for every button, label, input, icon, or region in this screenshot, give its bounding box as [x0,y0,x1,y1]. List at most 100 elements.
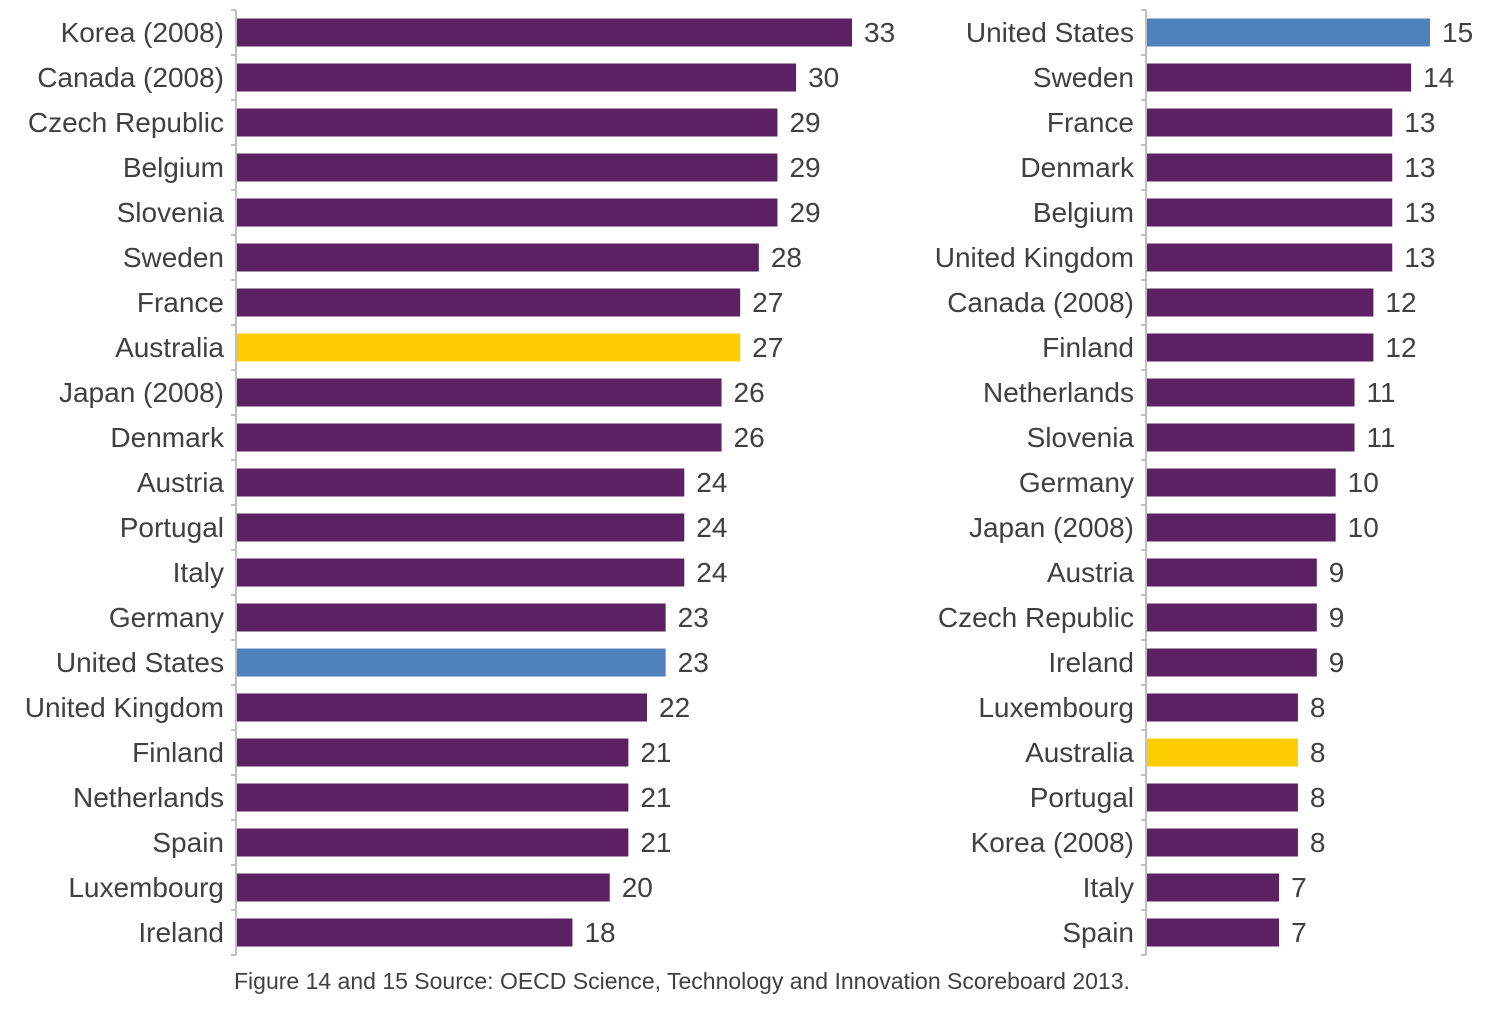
right-category-label-finland: Finland [1042,332,1134,363]
left-category-label-united-states: United States [56,647,224,678]
right-value-label-portugal: 8 [1310,782,1326,813]
left-category-label-canada-2008: Canada (2008) [37,62,224,93]
right-bar-netherlands [1147,378,1355,407]
right-bar-finland [1147,333,1374,362]
left-category-label-italy: Italy [173,557,224,588]
left-category-label-france: France [137,287,224,318]
left-bar-spain [237,828,629,857]
left-value-label-czech-republic: 29 [789,107,820,138]
right-category-label-slovenia: Slovenia [1027,422,1135,453]
left-category-label-luxembourg: Luxembourg [68,872,224,903]
right-value-label-czech-republic: 9 [1329,602,1345,633]
left-category-label-spain: Spain [152,827,224,858]
right-bar-ireland [1147,648,1317,677]
right-category-label-netherlands: Netherlands [983,377,1134,408]
left-value-label-france: 27 [752,287,783,318]
left-category-label-slovenia: Slovenia [117,197,225,228]
right-bar-austria [1147,558,1317,587]
left-bar-italy [237,558,685,587]
right-category-label-germany: Germany [1019,467,1134,498]
left-category-label-portugal: Portugal [120,512,224,543]
left-value-label-canada-2008: 30 [808,62,839,93]
right-value-label-japan-2008: 10 [1348,512,1379,543]
right-value-label-canada-2008: 12 [1385,287,1416,318]
right-value-label-italy: 7 [1291,872,1307,903]
source-note: Figure 14 and 15 Source: OECD Science, T… [234,968,1130,994]
right-bar-korea-2008 [1147,828,1298,857]
left-value-label-italy: 24 [696,557,727,588]
right-bar-australia [1147,738,1298,767]
left-category-label-united-kingdom: United Kingdom [25,692,224,723]
right-category-label-denmark: Denmark [1020,152,1135,183]
left-category-label-germany: Germany [109,602,224,633]
right-value-label-united-states: 15 [1442,17,1473,48]
right-category-label-japan-2008: Japan (2008) [969,512,1134,543]
left-bar-czech-republic [237,108,778,137]
left-bar-austria [237,468,685,497]
left-value-label-japan-2008: 26 [734,377,765,408]
left-bar-united-states [237,648,666,677]
left-category-label-netherlands: Netherlands [73,782,224,813]
left-value-label-united-states: 23 [678,647,709,678]
right-category-label-sweden: Sweden [1033,62,1134,93]
right-category-label-france: France [1047,107,1134,138]
right-category-label-spain: Spain [1062,917,1134,948]
right-value-label-sweden: 14 [1423,62,1454,93]
left-value-label-denmark: 26 [734,422,765,453]
right-value-label-australia: 8 [1310,737,1326,768]
right-bar-sweden [1147,63,1412,92]
right-value-label-germany: 10 [1348,467,1379,498]
left-bar-canada-2008 [237,63,797,92]
left-value-label-portugal: 24 [696,512,727,543]
right-bar-japan-2008 [1147,513,1336,542]
right-value-label-united-kingdom: 13 [1404,242,1435,273]
left-bar-luxembourg [237,873,610,902]
right-value-label-netherlands: 11 [1367,377,1396,408]
right-category-label-belgium: Belgium [1033,197,1134,228]
left-value-label-slovenia: 29 [789,197,820,228]
left-category-label-korea-2008: Korea (2008) [61,17,224,48]
left-bar-france [237,288,741,317]
right-bar-slovenia [1147,423,1355,452]
left-value-label-ireland: 18 [584,917,615,948]
right-category-label-italy: Italy [1083,872,1134,903]
left-bar-ireland [237,918,573,947]
right-bar-united-states [1147,18,1430,47]
right-value-label-austria: 9 [1329,557,1345,588]
right-value-label-korea-2008: 8 [1310,827,1326,858]
left-bar-sweden [237,243,759,272]
left-value-label-finland: 21 [640,737,671,768]
left-bar-japan-2008 [237,378,722,407]
right-bar-united-kingdom [1147,243,1393,272]
right-category-label-united-states: United States [966,17,1134,48]
right-bar-germany [1147,468,1336,497]
left-value-label-spain: 21 [640,827,671,858]
left-category-label-denmark: Denmark [110,422,225,453]
left-bar-australia [237,333,741,362]
left-category-label-japan-2008: Japan (2008) [59,377,224,408]
right-value-label-luxembourg: 8 [1310,692,1326,723]
left-bar-netherlands [237,783,629,812]
right-bar-belgium [1147,198,1393,227]
right-value-label-spain: 7 [1291,917,1307,948]
right-bar-portugal [1147,783,1298,812]
left-category-label-ireland: Ireland [138,917,224,948]
right-category-label-luxembourg: Luxembourg [978,692,1134,723]
right-value-label-finland: 12 [1385,332,1416,363]
left-category-label-sweden: Sweden [123,242,224,273]
left-bar-finland [237,738,629,767]
right-category-label-korea-2008: Korea (2008) [971,827,1134,858]
right-value-label-belgium: 13 [1404,197,1435,228]
right-bar-spain [1147,918,1280,947]
left-value-label-belgium: 29 [789,152,820,183]
right-bar-canada-2008 [1147,288,1374,317]
right-category-label-ireland: Ireland [1048,647,1134,678]
right-bar-luxembourg [1147,693,1298,722]
right-value-label-denmark: 13 [1404,152,1435,183]
chart-left: Korea (2008) 33 Canada (2008) 30 Czech Repub… [25,9,895,956]
left-value-label-australia: 27 [752,332,783,363]
right-category-label-canada-2008: Canada (2008) [947,287,1134,318]
right-value-label-ireland: 9 [1329,647,1345,678]
left-value-label-united-kingdom: 22 [659,692,690,723]
